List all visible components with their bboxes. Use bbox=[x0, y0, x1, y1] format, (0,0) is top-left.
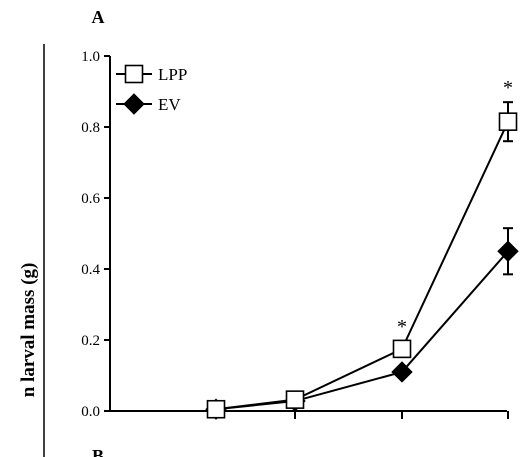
panel-label-a: A bbox=[92, 7, 105, 27]
legend: LPP EV bbox=[116, 65, 187, 114]
data-point-lpp bbox=[394, 340, 411, 357]
y-axis-title: n larval mass (g) bbox=[18, 263, 39, 398]
series-line-ev bbox=[216, 251, 508, 409]
panel-label-b: B bbox=[92, 446, 104, 457]
legend-label-ev: EV bbox=[158, 95, 181, 114]
y-tick-label: 0.0 bbox=[81, 404, 100, 420]
y-tick-label: 0.4 bbox=[81, 262, 100, 278]
data-point-lpp bbox=[500, 113, 517, 130]
legend-marker-lpp bbox=[126, 66, 143, 83]
legend-label-lpp: LPP bbox=[158, 65, 187, 84]
data-point-lpp bbox=[287, 391, 304, 408]
y-tick-label: 0.2 bbox=[81, 333, 100, 349]
significance-marker: * bbox=[503, 77, 513, 99]
y-tick-label: 0.8 bbox=[81, 120, 100, 136]
series-line-lpp bbox=[216, 122, 508, 410]
y-tick-label: 1.0 bbox=[81, 49, 100, 65]
y-tick-label: 0.6 bbox=[81, 191, 100, 207]
significance-marker: * bbox=[397, 316, 407, 338]
plot-marks: ** bbox=[206, 77, 518, 419]
legend-marker-ev bbox=[124, 94, 144, 114]
data-point-lpp bbox=[208, 401, 225, 418]
